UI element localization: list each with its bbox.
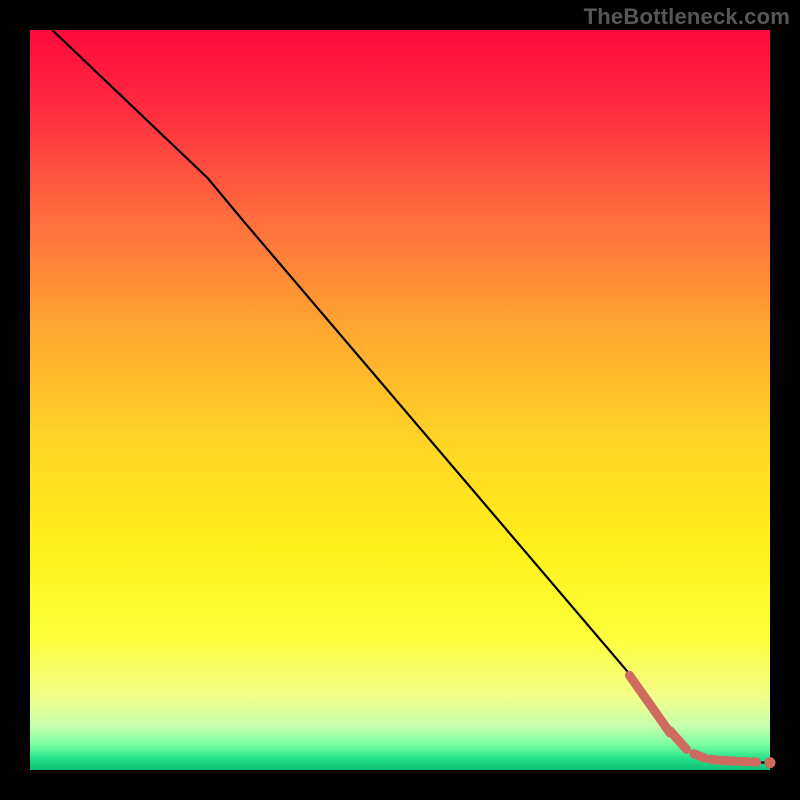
plot-background (30, 30, 770, 770)
marker-dash (694, 754, 705, 758)
chart-container: TheBottleneck.com (0, 0, 800, 800)
marker-dash (711, 759, 717, 760)
marker-endpoint (765, 757, 776, 768)
bottleneck-chart (0, 0, 800, 800)
watermark-text: TheBottleneck.com (584, 4, 790, 30)
marker-dash (721, 760, 734, 761)
